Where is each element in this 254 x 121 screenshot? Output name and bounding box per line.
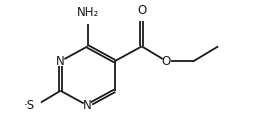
Text: NH₂: NH₂	[76, 6, 99, 19]
Text: N: N	[83, 99, 92, 112]
Text: O: O	[162, 55, 171, 68]
Text: ·S: ·S	[24, 99, 35, 112]
Text: N: N	[56, 55, 65, 68]
Text: O: O	[137, 4, 146, 17]
